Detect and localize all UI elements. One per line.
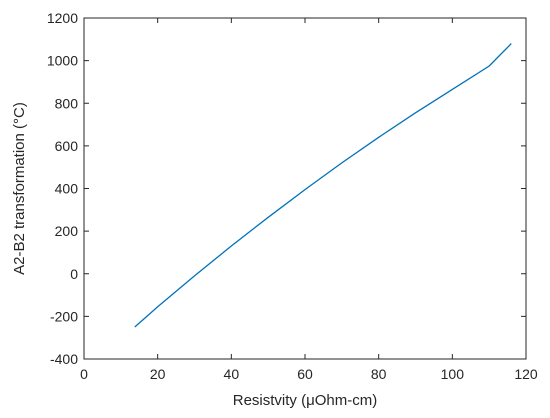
plot-background [84, 18, 526, 359]
x-axis-label: Resistvity (μOhm-cm) [233, 392, 377, 409]
y-axis-ticks: -400 -200 0 200 400 600 800 1000 1200 [47, 10, 526, 367]
x-tick-label: 0 [80, 366, 88, 382]
y-tick-label: 800 [55, 95, 79, 111]
series-line [134, 43, 512, 328]
y-tick-label: -200 [50, 308, 78, 324]
x-tick-label: 20 [150, 366, 166, 382]
plot-frame [83, 17, 527, 360]
x-tick-label: 100 [441, 366, 465, 382]
x-tick-label: 80 [371, 366, 387, 382]
y-tick-label: 1000 [47, 53, 78, 69]
x-tick-label: 60 [297, 366, 313, 382]
y-axis-label: A2-B2 transformation (°C) [11, 102, 28, 275]
x-axis-ticks: 0 20 40 60 80 100 120 [80, 18, 538, 382]
y-tick-label: 0 [70, 266, 78, 282]
y-tick-label: 200 [55, 223, 79, 239]
y-tick-label: -400 [50, 351, 78, 367]
y-tick-label: 1200 [47, 10, 78, 26]
x-tick-label: 40 [224, 366, 240, 382]
y-tick-label: 600 [55, 138, 79, 154]
y-tick-label: 400 [55, 181, 79, 197]
x-tick-label: 120 [514, 366, 538, 382]
